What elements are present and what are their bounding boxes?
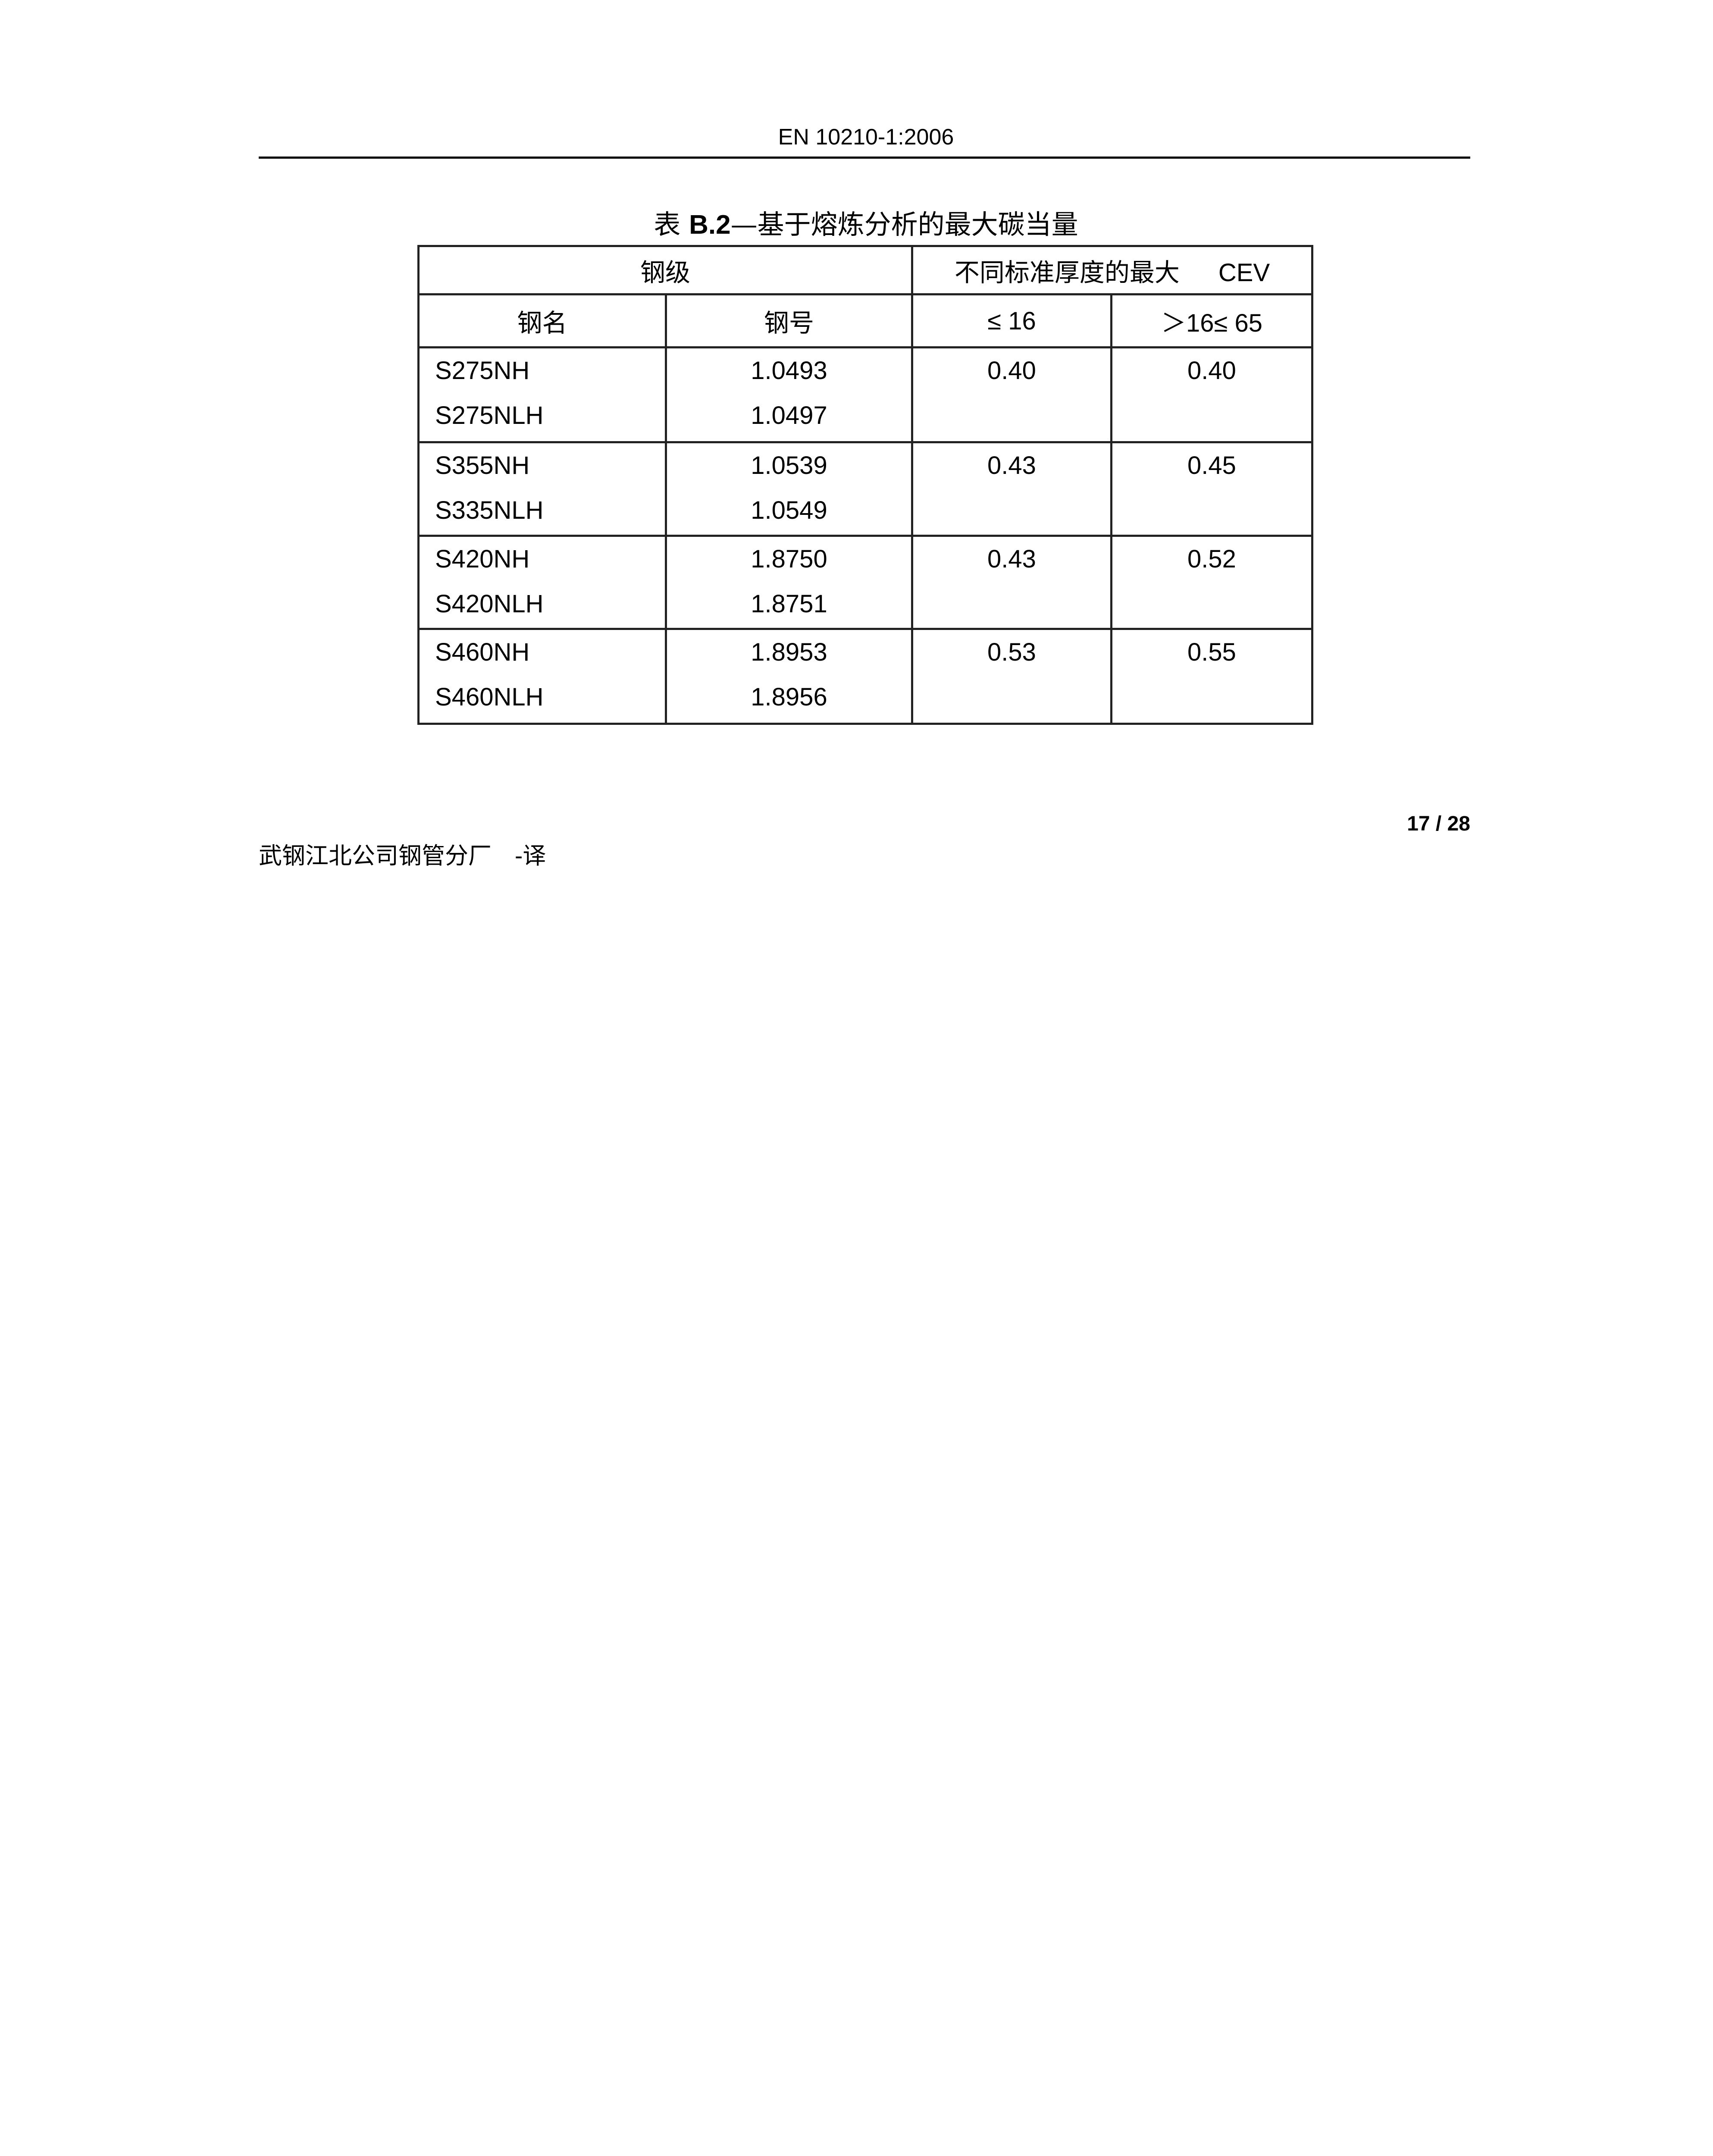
cev-thk1-cell-value: 0.43	[987, 545, 1036, 573]
running-header: EN 10210-1:2006	[778, 125, 954, 150]
cev-table: 钢级 不同标准厚度的最大 CEV 钢名 钢号 ≤ 16 ＞16≤ 65 S275N…	[417, 245, 1313, 725]
steel-number-cell-value: 1.8750	[751, 545, 827, 573]
cev-thk2-cell-value: 0.40	[1187, 357, 1236, 385]
steel-number-cell-value: 1.0497	[751, 401, 827, 429]
cev-thk1-cell: 0.53	[911, 628, 1112, 725]
cev-thk2-cell-value: 0.55	[1187, 638, 1236, 666]
header-steel-number: 钢号	[665, 293, 913, 348]
cev-thk1-cell-value: 0.40	[987, 357, 1036, 385]
steel-name-cell-value: S355NH	[435, 451, 530, 479]
page-footer: 17 / 28 武钢江北公司钢管分厂 -译	[259, 811, 1470, 871]
steel-number-cell: 1.8750 1.8751	[665, 535, 913, 630]
cev-thk1-cell: 0.43	[911, 535, 1112, 630]
steel-name-cell-value: S275NLH	[435, 401, 544, 429]
table-row: S420NH S420NLH 1.8750 1.8751 0.43 0.52	[417, 535, 1313, 630]
steel-number-cell-value: 1.8956	[751, 683, 827, 711]
table-caption: 表 B.2—基于熔炼分析的最大碳当量	[9, 208, 1713, 241]
caption-prefix: 表	[654, 209, 689, 240]
cev-thk1-cell: 0.43	[911, 441, 1112, 537]
header-steel-grade: 钢级	[417, 245, 913, 295]
header-steel-name: 钢名	[417, 293, 667, 348]
cev-thk2-cell: 0.40	[1110, 346, 1313, 443]
steel-number-cell-value: 1.8751	[751, 590, 827, 618]
cev-thk1-cell-value: 0.53	[987, 638, 1036, 666]
steel-name-cell-value: S460NH	[435, 638, 530, 666]
table-row: S275NH S275NLH 1.0493 1.0497 0.40 0.40	[417, 346, 1313, 443]
cev-thk2-cell: 0.45	[1110, 441, 1313, 537]
steel-number-cell-value: 1.0493	[751, 357, 827, 385]
steel-number-cell: 1.0539 1.0549	[665, 441, 913, 537]
steel-name-cell: S275NH S275NLH	[417, 346, 667, 443]
table-row: S460NH S460NLH 1.8953 1.8956 0.53 0.55	[417, 628, 1313, 725]
cev-thk2-cell-value: 0.45	[1187, 451, 1236, 479]
cev-thk2-cell: 0.55	[1110, 628, 1313, 725]
steel-number-cell-value: 1.8953	[751, 638, 827, 666]
steel-number-cell-value: 1.0549	[751, 496, 827, 524]
header-max-cev-text: 不同标准厚度的最大	[954, 257, 1180, 287]
steel-name-cell-value: S420NLH	[435, 590, 544, 618]
steel-name-cell-value: S460NLH	[435, 683, 544, 711]
cev-thk1-cell-value: 0.43	[987, 451, 1036, 479]
steel-number-cell: 1.8953 1.8956	[665, 628, 913, 725]
header-thickness-1: ≤ 16	[911, 293, 1112, 348]
steel-number-cell-value: 1.0539	[751, 451, 827, 479]
steel-name-cell-value: S335NLH	[435, 496, 544, 524]
steel-name-cell: S355NH S335NLH	[417, 441, 667, 537]
steel-name-cell-value: S275NH	[435, 357, 530, 385]
header-max-cev: 不同标准厚度的最大 CEV	[911, 245, 1313, 295]
steel-number-cell: 1.0493 1.0497	[665, 346, 913, 443]
table-row: S355NH S335NLH 1.0539 1.0549 0.43 0.45	[417, 441, 1313, 537]
cev-thk2-cell: 0.52	[1110, 535, 1313, 630]
page-number: 17 / 28	[1407, 812, 1470, 835]
header-rule	[259, 157, 1470, 159]
steel-name-cell-value: S420NH	[435, 545, 530, 573]
caption-title: —基于熔炼分析的最大碳当量	[730, 209, 1078, 240]
steel-name-cell: S420NH S420NLH	[417, 535, 667, 630]
steel-name-cell: S460NH S460NLH	[417, 628, 667, 725]
caption-id: B.2	[689, 210, 731, 240]
cev-thk1-cell: 0.40	[911, 346, 1112, 443]
header-thickness-2: ＞16≤ 65	[1110, 293, 1313, 348]
header-cev-abbr: CEV	[1218, 258, 1270, 287]
footer-credit: 武钢江北公司钢管分厂 -译	[259, 842, 546, 869]
cev-thk2-cell-value: 0.52	[1187, 545, 1236, 573]
